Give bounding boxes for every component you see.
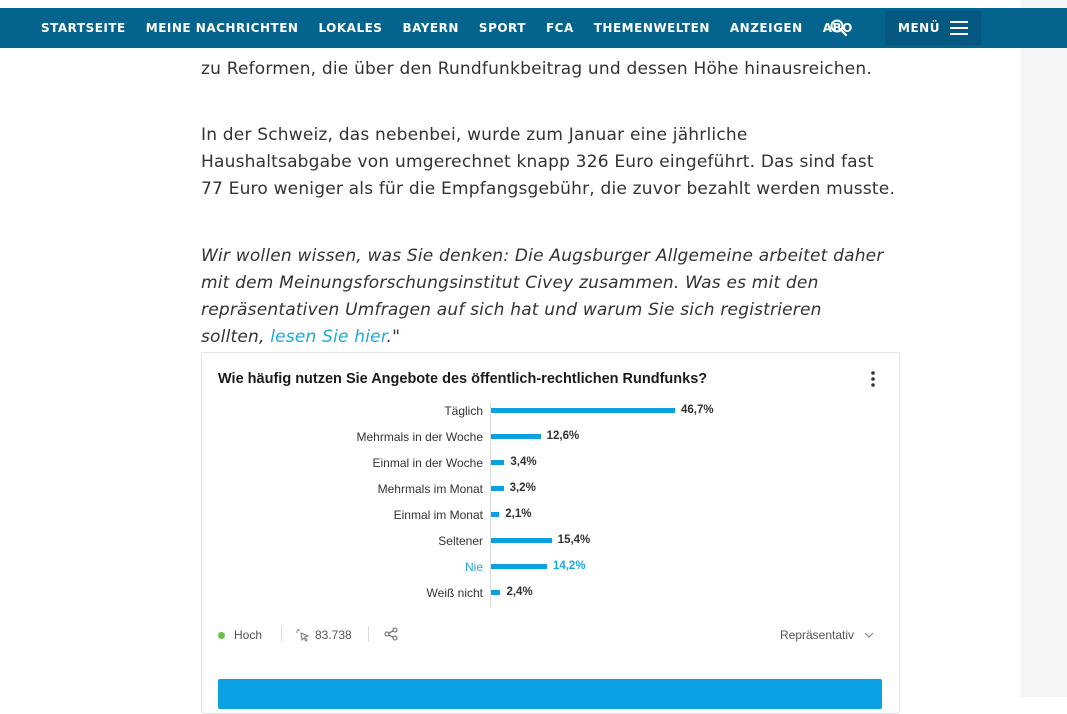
paragraph-line: Haushaltsabgabe von umgerechnet knapp 32…: [201, 152, 874, 172]
participants-count: 83.738: [296, 628, 352, 642]
poll-answer-row[interactable]: Täglich 46,7%: [202, 401, 899, 421]
poll-answer-row[interactable]: Nie 14,2%: [202, 557, 899, 577]
answer-value: 12,6%: [546, 430, 580, 442]
page-right-gutter: [1021, 0, 1067, 697]
paragraph-line: In der Schweiz, das nebenbei, wurde zum …: [201, 125, 748, 145]
answer-bar: [491, 434, 541, 439]
vote-button-bar[interactable]: [218, 679, 882, 709]
hamburger-icon: [949, 21, 968, 35]
poll-answer-row[interactable]: Einmal in der Woche 3,4%: [202, 453, 899, 473]
article-paragraph-3: Wir wollen wissen, was Sie denken: Die A…: [201, 243, 901, 351]
answer-bar: [491, 486, 504, 491]
nav-item-lokales[interactable]: LOKALES: [318, 21, 383, 35]
civey-poll-widget: Wie häufig nutzen Sie Angebote des öffen…: [201, 352, 900, 714]
paragraph-line: mit dem Meinungsforschungsinstitut Civey…: [201, 273, 819, 293]
answer-bar: [491, 408, 675, 413]
answer-bar: [491, 460, 505, 465]
lesen-sie-hier-link[interactable]: lesen Sie hier: [270, 327, 387, 347]
status-label: Hoch: [234, 628, 263, 642]
paragraph-text: zu Reformen, die über den Rundfunkbeitra…: [201, 59, 872, 79]
nav-item-bayern[interactable]: BAYERN: [402, 21, 459, 35]
article-paragraph-1: zu Reformen, die über den Rundfunkbeitra…: [201, 56, 901, 83]
participants-value: 83.738: [315, 628, 352, 642]
representative-dropdown[interactable]: Repräsentativ: [780, 628, 874, 642]
paragraph-line-suffix: .": [386, 327, 401, 347]
menu-label: MENÜ: [898, 21, 940, 35]
kebab-menu-icon[interactable]: [868, 369, 878, 389]
share-icon[interactable]: [384, 627, 398, 641]
paragraph-line: 77 Euro weniger als für die Empfangsgebü…: [201, 179, 896, 199]
answer-label[interactable]: Nie: [464, 560, 483, 574]
answer-value: 3,4%: [510, 456, 537, 468]
poll-title: Wie häufig nutzen Sie Angebote des öffen…: [218, 371, 708, 387]
article-paragraph-2: In der Schweiz, das nebenbei, wurde zum …: [201, 122, 901, 203]
answer-value: 46,7%: [681, 404, 714, 416]
nav-items: STARTSEITE MEINE NACHRICHTEN LOKALES BAY…: [41, 8, 873, 48]
main-navigation: STARTSEITE MEINE NACHRICHTEN LOKALES BAY…: [0, 8, 1067, 48]
menu-button[interactable]: MENÜ: [885, 11, 981, 45]
poll-answer-row[interactable]: Weiß nicht 2,4%: [202, 583, 899, 603]
representative-label: Repräsentativ: [780, 628, 855, 642]
answer-value: 2,1%: [505, 508, 532, 520]
answer-label[interactable]: Täglich: [444, 404, 483, 418]
paragraph-line: Wir wollen wissen, was Sie denken: Die A…: [201, 246, 884, 266]
cursor-click-icon: [296, 629, 310, 642]
poll-answer-row[interactable]: Mehrmals im Monat 3,2%: [202, 479, 899, 499]
answer-label[interactable]: Mehrmals im Monat: [377, 482, 483, 496]
answer-label[interactable]: Einmal in der Woche: [372, 456, 484, 470]
footer-divider: [281, 626, 282, 642]
answer-value: 2,4%: [506, 586, 533, 598]
answer-bar: [491, 512, 500, 517]
paragraph-line: sollten, lesen Sie hier.": [201, 324, 901, 351]
paragraph-line-prefix: sollten,: [201, 327, 271, 347]
nav-item-anzeigen[interactable]: ANZEIGEN: [729, 21, 803, 35]
quality-status: Hoch: [218, 628, 262, 642]
nav-item-abo[interactable]: ABO: [822, 21, 853, 35]
status-dot-icon: [218, 631, 225, 639]
nav-item-themenwelten[interactable]: THEMENWELTEN: [593, 21, 710, 35]
answer-value: 14,2%: [552, 560, 586, 572]
answer-value: 3,2%: [509, 482, 536, 494]
answer-label[interactable]: Mehrmals in der Woche: [356, 430, 484, 444]
answer-label[interactable]: Seltener: [438, 534, 483, 548]
poll-answer-row[interactable]: Einmal im Monat 2,1%: [202, 505, 899, 525]
answer-label[interactable]: Einmal im Monat: [393, 508, 483, 522]
footer-divider: [368, 626, 369, 642]
poll-answer-row[interactable]: Seltener 15,4%: [202, 531, 899, 551]
search-icon[interactable]: [829, 18, 849, 38]
nav-item-meine-nachrichten[interactable]: MEINE NACHRICHTEN: [145, 21, 299, 35]
paragraph-line: repräsentativen Umfragen auf sich hat un…: [201, 300, 822, 320]
answer-label[interactable]: Weiß nicht: [426, 586, 483, 600]
nav-item-sport[interactable]: SPORT: [478, 21, 526, 35]
answer-bar: [491, 538, 552, 543]
nav-item-fca[interactable]: FCA: [545, 21, 574, 35]
browser-top-edge: [0, 0, 1067, 8]
answer-bar: [491, 590, 501, 595]
answer-bar: [491, 564, 547, 569]
poll-answer-row[interactable]: Mehrmals in der Woche 12,6%: [202, 427, 899, 447]
chart-axis-line: [490, 403, 491, 607]
chevron-down-icon: [864, 632, 874, 638]
answer-value: 15,4%: [557, 534, 591, 546]
nav-item-startseite[interactable]: STARTSEITE: [41, 21, 126, 35]
